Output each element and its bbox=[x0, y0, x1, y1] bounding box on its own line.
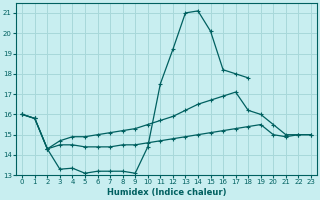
X-axis label: Humidex (Indice chaleur): Humidex (Indice chaleur) bbox=[107, 188, 226, 197]
